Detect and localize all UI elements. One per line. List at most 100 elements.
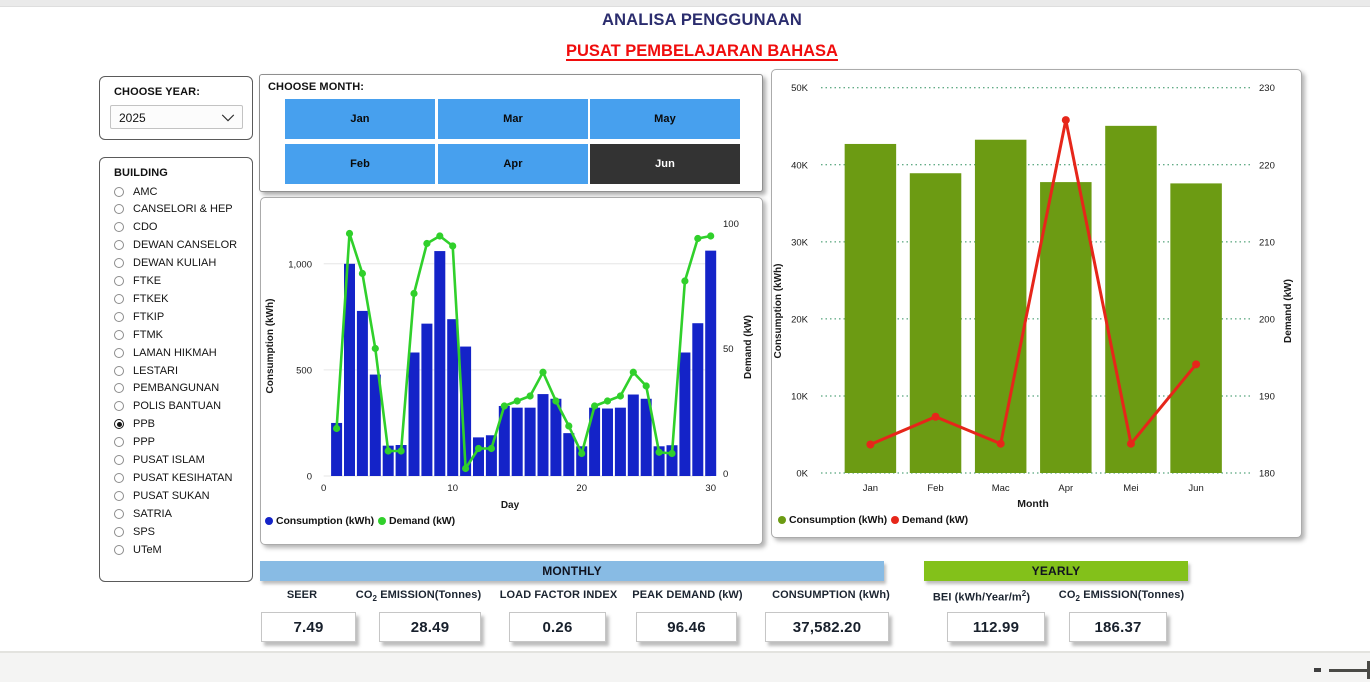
building-panel: BUILDING AMC CANSELORI & HEP CDO DEWAN CANS… (99, 157, 253, 582)
yearly-section-header: YEARLY (924, 561, 1188, 581)
monthly-axis-labels: Consumption (kWh) Demand (kW) Month (773, 264, 1294, 510)
radio-icon (114, 401, 124, 412)
building-radio-satria[interactable]: SATRIA (114, 505, 172, 523)
building-radio-cdo[interactable]: CDO (114, 218, 157, 236)
radio-icon (114, 186, 124, 197)
radio-icon (114, 526, 124, 537)
building-radio-pembangunan[interactable]: PEMBANGUNAN (114, 379, 219, 397)
radio-icon (114, 437, 124, 448)
daily-chart-panel: 0 10 20 30 0 500 1,000 0 50 100 Consumption (kWh) D… (260, 197, 763, 545)
choose-year-panel: CHOOSE YEAR: 2025 (99, 76, 253, 140)
radio-icon (114, 240, 124, 251)
svg-text:10K: 10K (791, 391, 809, 402)
building-radio-label: PUSAT KESIHATAN (133, 471, 233, 484)
building-radio-ppp[interactable]: PPP (114, 433, 155, 451)
radio-icon (114, 455, 124, 465)
building-radio-label: POLIS BANTUAN (133, 400, 222, 413)
chevron-down-icon (221, 114, 235, 122)
building-radio-label: PUSAT SUKAN (133, 489, 210, 502)
building-radio-list: AMC CANSELORI & HEP CDO DEWAN CANSELOR DEWAN… (100, 158, 252, 581)
building-radio-label: PEMBANGUNAN (133, 382, 220, 395)
building-radio-label: SPS (133, 525, 156, 538)
building-radio-label: LESTARI (133, 364, 179, 377)
stat-label: CONSUMPTION (kWh) (772, 589, 890, 601)
svg-text:Month: Month (1017, 498, 1049, 510)
legend-dot-icon (891, 516, 900, 524)
svg-text:Demand (kW): Demand (kW) (743, 315, 754, 379)
building-radio-label: DEWAN CANSELOR (133, 239, 238, 252)
svg-text:50: 50 (723, 344, 734, 355)
svg-text:40K: 40K (791, 160, 809, 171)
svg-text:1,000: 1,000 (288, 259, 312, 270)
building-radio-label: CDO (133, 221, 158, 234)
radio-icon (114, 472, 124, 483)
radio-icon (114, 490, 124, 501)
daily-demand-line (333, 229, 715, 473)
month-button-feb[interactable]: Feb (285, 144, 435, 184)
building-radio-dewan-kuliah[interactable]: DEWAN KULIAH (114, 254, 216, 272)
svg-text:190: 190 (1259, 391, 1275, 402)
building-radio-label: FTKEK (133, 292, 169, 305)
building-radio-dewan-canselor[interactable]: DEWAN CANSELOR (114, 236, 237, 254)
monthly-tick-labels: Jan Feb Mac Apr Mei Jun 0K 10K 20K 30K 40K 50K 180 19… (791, 83, 1275, 494)
daily-chart: 0 10 20 30 0 500 1,000 0 50 100 Consumption (kWh) D… (265, 219, 754, 511)
svg-text:500: 500 (296, 365, 312, 376)
svg-text:Demand (kW): Demand (kW) (1283, 279, 1294, 343)
monthly-consumption-bars (844, 125, 1222, 473)
building-radio-ftmk[interactable]: FTMK (114, 326, 163, 344)
stat-label: LOAD FACTOR INDEX (499, 589, 618, 601)
month-button-jun[interactable]: Jun (590, 144, 740, 184)
building-radio-utem[interactable]: UTeM (114, 541, 162, 559)
radio-icon (114, 508, 124, 519)
month-button-jan[interactable]: Jan (285, 99, 435, 139)
building-radio-laman-hikmah[interactable]: LAMAN HIKMAH (114, 344, 217, 362)
svg-text:Mac: Mac (992, 483, 1010, 494)
building-radio-ppb[interactable]: PPB (114, 415, 155, 433)
page-title: ANALISA PENGGUNAAN (601, 11, 803, 29)
radio-icon (114, 329, 124, 340)
stat-value-box: 37,582.20 (765, 612, 889, 642)
svg-text:200: 200 (1259, 314, 1275, 325)
radio-icon (114, 204, 124, 215)
month-button-mar[interactable]: Mar (438, 99, 588, 139)
building-radio-ftkip[interactable]: FTKIP (114, 308, 164, 326)
svg-text:10: 10 (447, 483, 458, 494)
building-radio-lestari[interactable]: LESTARI (114, 362, 178, 380)
svg-text:Consumption (kWh): Consumption (kWh) (265, 299, 276, 394)
month-button-apr[interactable]: Apr (438, 144, 588, 184)
radio-icon (114, 222, 124, 233)
svg-text:Jan: Jan (863, 483, 878, 494)
radio-dot-icon (116, 421, 123, 428)
stat-value-box: 28.49 (379, 612, 481, 642)
legend-label: Demand (kW) (902, 514, 969, 526)
year-dropdown[interactable]: 2025 (110, 105, 243, 129)
building-radio-ftkek[interactable]: FTKEK (114, 290, 168, 308)
legend-item: Consumption (kWh) (778, 514, 887, 526)
building-radio-pusat-kesihatan[interactable]: PUSAT KESIHATAN (114, 469, 232, 487)
building-radio-sps[interactable]: SPS (114, 523, 155, 541)
choose-month-label: CHOOSE MONTH: (268, 81, 365, 93)
window-resize-slider-icon[interactable] (1329, 669, 1369, 672)
radio-icon (114, 347, 124, 358)
building-radio-label: SATRIA (133, 507, 172, 520)
building-radio-label: FTMK (133, 328, 163, 341)
building-radio-ftke[interactable]: FTKE (114, 272, 161, 290)
radio-icon (114, 383, 124, 394)
building-radio-pusat-islam[interactable]: PUSAT ISLAM (114, 451, 205, 469)
building-radio-label: AMC (133, 185, 158, 198)
monthly-chart-panel: Jan Feb Mac Apr Mei Jun 0K 10K 20K 30K 40K 50K 180 19… (771, 69, 1302, 538)
window-resize-handle-icon[interactable] (1367, 661, 1370, 679)
building-radio-canselori-hep[interactable]: CANSELORI & HEP (114, 200, 233, 218)
building-radio-amc[interactable]: AMC (114, 183, 157, 201)
daily-consumption-bars (331, 250, 717, 476)
radio-icon (114, 293, 124, 304)
building-radio-polis-bantuan[interactable]: POLIS BANTUAN (114, 397, 221, 415)
window-resize-dash-icon[interactable] (1314, 668, 1321, 672)
legend-label: Consumption (kWh) (789, 514, 888, 526)
month-button-may[interactable]: May (590, 99, 740, 139)
radio-selected-icon (114, 419, 124, 430)
svg-text:30: 30 (705, 483, 716, 494)
svg-text:230: 230 (1259, 83, 1275, 94)
legend-label: Consumption (kWh) (276, 515, 375, 527)
building-radio-pusat-sukan[interactable]: PUSAT SUKAN (114, 487, 210, 505)
